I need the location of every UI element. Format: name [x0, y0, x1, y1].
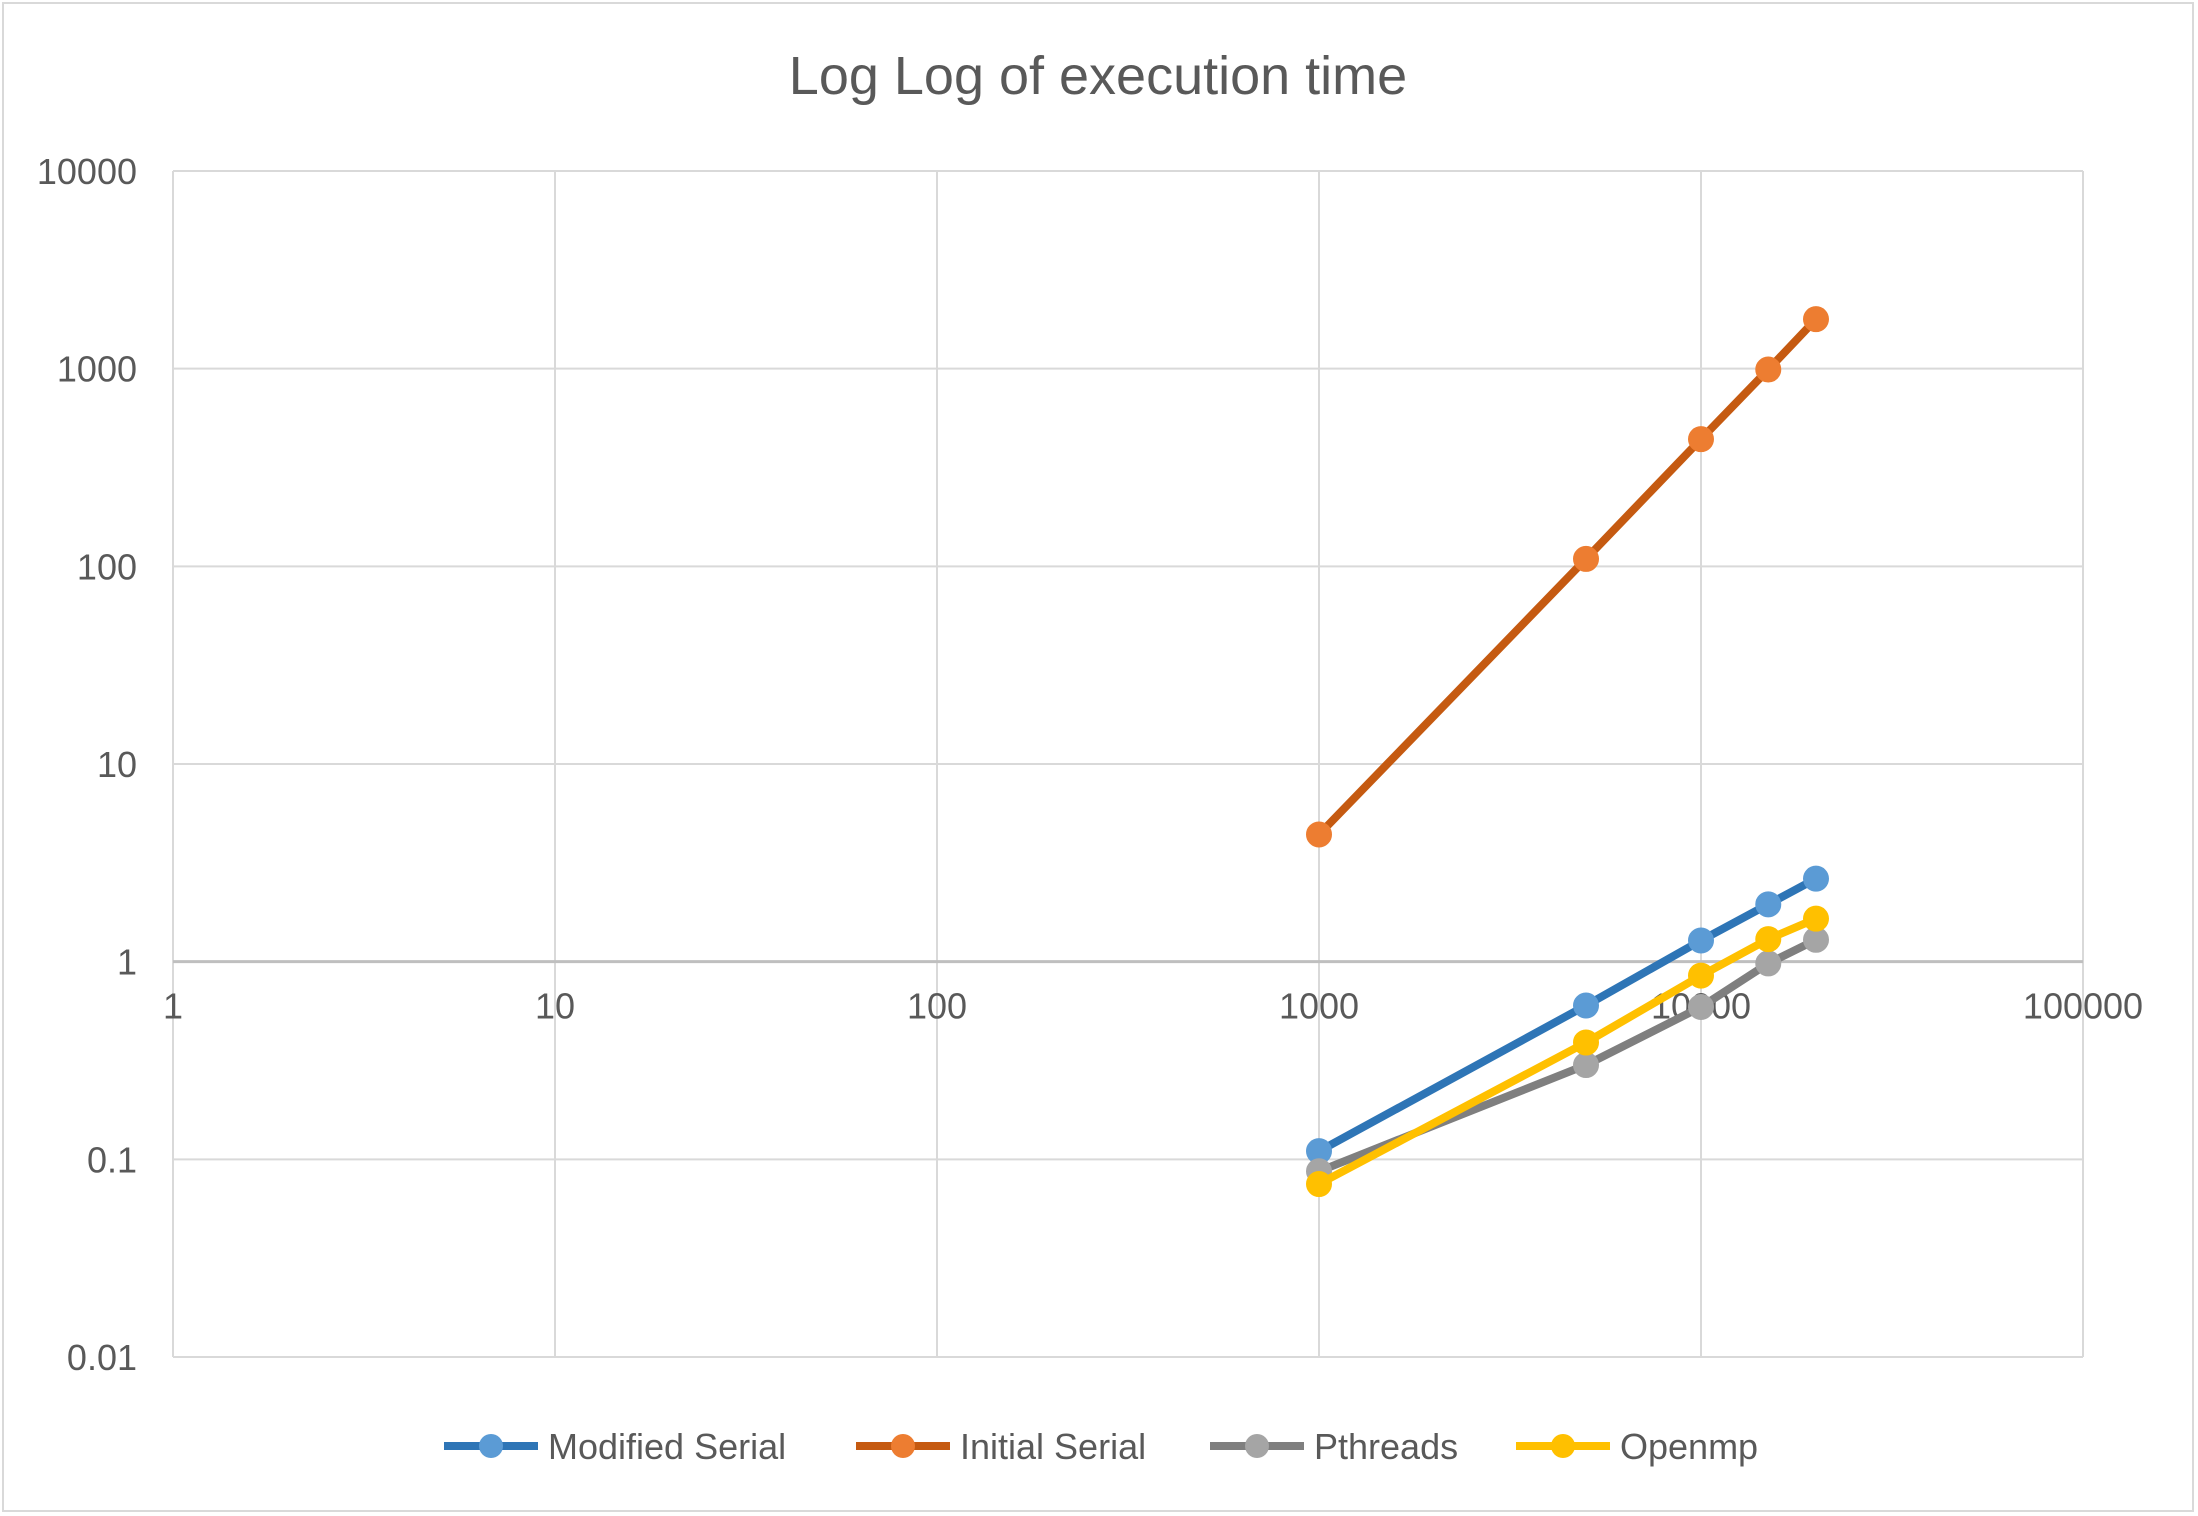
- data-point: [1573, 1052, 1600, 1079]
- legend: Modified Serial Initial Serial Pthreads Ope…: [444, 1426, 1758, 1467]
- data-point: [1306, 821, 1332, 848]
- y-tick-label: 0.01: [67, 1337, 137, 1378]
- data-point: [1688, 426, 1714, 453]
- legend-label: Initial Serial: [960, 1426, 1146, 1467]
- legend-swatch-marker: [1551, 1434, 1575, 1458]
- data-point: [1573, 545, 1600, 572]
- legend-item: Openmp: [1516, 1426, 1758, 1467]
- data-point: [1802, 865, 1829, 892]
- legend-swatch-marker: [479, 1434, 503, 1458]
- legend-item: Modified Serial: [444, 1426, 786, 1467]
- data-point: [1688, 993, 1714, 1020]
- y-tick-label: 0.1: [87, 1139, 137, 1180]
- legend-item: Pthreads: [1210, 1426, 1458, 1467]
- legend-label: Modified Serial: [548, 1426, 786, 1467]
- legend-label: Openmp: [1620, 1426, 1758, 1467]
- data-point: [1573, 992, 1600, 1019]
- series-initial-serial: [1306, 306, 1829, 848]
- data-point: [1802, 306, 1829, 333]
- series-modified-serial: [1306, 865, 1829, 1165]
- plot-series: [1306, 306, 1829, 1198]
- data-point: [1755, 891, 1782, 918]
- series-line: [1315, 315, 1820, 839]
- legend-item: Initial Serial: [856, 1426, 1146, 1467]
- series-pthreads: [1306, 926, 1829, 1185]
- data-point: [1755, 926, 1782, 953]
- series-openmp: [1306, 905, 1829, 1198]
- data-point: [1306, 1171, 1332, 1198]
- x-tick-label: 1000: [1279, 986, 1359, 1027]
- chart-title: Log Log of execution time: [789, 46, 1407, 106]
- gridlines: [172, 170, 2084, 1358]
- y-tick-label: 1: [117, 942, 137, 983]
- x-tick-label: 1: [163, 986, 183, 1027]
- data-point: [1688, 962, 1714, 989]
- y-tick-label: 10: [97, 744, 137, 785]
- y-tick-label: 100: [77, 546, 137, 587]
- data-point: [1802, 905, 1829, 932]
- data-point: [1688, 927, 1714, 954]
- x-tick-label: 10: [535, 986, 575, 1027]
- data-point: [1755, 356, 1782, 383]
- x-tick-label: 100: [907, 986, 967, 1027]
- y-tick-label: 1000: [57, 349, 137, 390]
- x-tick-label: 100000: [2023, 986, 2143, 1027]
- data-point: [1755, 950, 1782, 977]
- series-line: [1315, 914, 1820, 1188]
- legend-label: Pthreads: [1314, 1426, 1458, 1467]
- legend-swatch-marker: [1245, 1434, 1269, 1458]
- legend-swatch-marker: [891, 1434, 915, 1458]
- y-tick-label: 10000: [37, 151, 137, 192]
- data-point: [1573, 1029, 1600, 1056]
